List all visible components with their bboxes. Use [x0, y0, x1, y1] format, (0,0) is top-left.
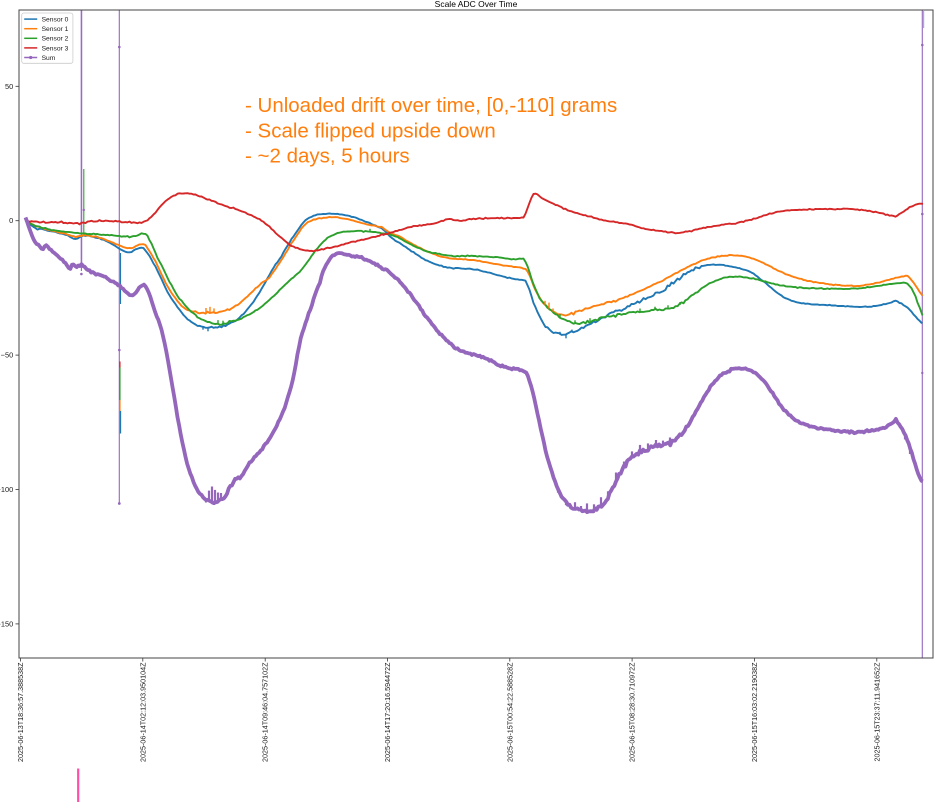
- svg-text:2025-06-13T18:36:57.388538Z: 2025-06-13T18:36:57.388538Z: [16, 662, 25, 762]
- svg-text:−50: −50: [1, 351, 14, 360]
- svg-text:2025-06-14T17:20:16.594472Z: 2025-06-14T17:20:16.594472Z: [383, 662, 392, 762]
- svg-text:Sensor 3: Sensor 3: [42, 45, 69, 52]
- svg-text:Sensor 1: Sensor 1: [42, 26, 69, 33]
- svg-text:- Unloaded drift over time, [0: - Unloaded drift over time, [0,-110] gra…: [245, 94, 617, 117]
- svg-text:0: 0: [9, 216, 13, 225]
- svg-text:Sensor 0: Sensor 0: [42, 17, 69, 24]
- svg-text:2025-06-15T16:03:02.219038Z: 2025-06-15T16:03:02.219038Z: [750, 662, 759, 762]
- svg-text:- Scale flipped upside down: - Scale flipped upside down: [245, 119, 496, 142]
- svg-text:2025-06-14T02:12:03.950104Z: 2025-06-14T02:12:03.950104Z: [138, 662, 147, 762]
- svg-text:Scale ADC Over Time: Scale ADC Over Time: [435, 0, 518, 9]
- svg-text:2025-06-15T23:37:11.941652Z: 2025-06-15T23:37:11.941652Z: [872, 662, 881, 762]
- svg-text:50: 50: [5, 82, 13, 91]
- svg-text:Sum: Sum: [42, 55, 56, 62]
- svg-text:−100: −100: [0, 485, 13, 494]
- svg-text:- ~2 days, 5 hours: - ~2 days, 5 hours: [245, 145, 410, 168]
- svg-text:Sensor 2: Sensor 2: [42, 36, 69, 43]
- svg-text:−150: −150: [0, 619, 13, 628]
- svg-text:2025-06-15T00:54:22.588528Z: 2025-06-15T00:54:22.588528Z: [505, 662, 514, 762]
- svg-text:2025-06-14T09:46:04.757102Z: 2025-06-14T09:46:04.757102Z: [261, 662, 270, 762]
- svg-text:2025-06-15T08:28:30.710972Z: 2025-06-15T08:28:30.710972Z: [628, 662, 637, 762]
